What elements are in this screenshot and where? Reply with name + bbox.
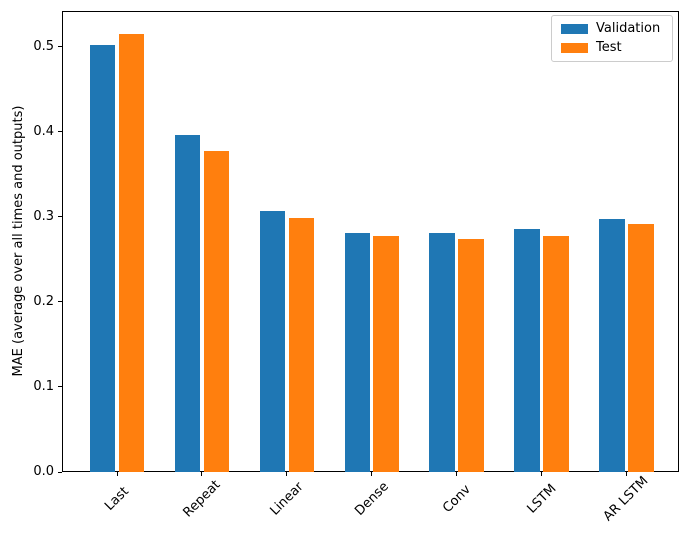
x-tick-mark xyxy=(201,472,203,476)
y-tick-label-0-1: 0.1 xyxy=(33,378,54,394)
x-tick-mark xyxy=(286,472,288,476)
bar-test-linear xyxy=(288,217,314,472)
bar-test-dense xyxy=(373,236,399,472)
x-tick-mark xyxy=(371,472,373,476)
x-tick-mark xyxy=(456,472,458,476)
legend-swatch-test xyxy=(561,42,588,53)
x-tick-label-linear: Linear xyxy=(267,479,307,519)
bar-validation-conv xyxy=(429,233,455,472)
bar-validation-dense xyxy=(344,233,370,472)
legend: Validation Test xyxy=(551,15,673,62)
x-tick-label-lstm: LSTM xyxy=(523,481,560,517)
x-tick-mark xyxy=(625,472,627,476)
x-tick-label-conv: Conv xyxy=(439,482,474,516)
y-tick-label-0-2: 0.2 xyxy=(33,293,54,309)
x-tick-label-last: Last xyxy=(102,484,132,514)
bar-validation-ar-lstm xyxy=(599,218,625,472)
y-tick-label-0-4: 0.4 xyxy=(33,123,54,139)
y-tick-mark xyxy=(58,46,62,48)
x-tick-label-ar-lstm: AR LSTM xyxy=(601,473,652,525)
y-tick-mark xyxy=(58,471,62,473)
bar-validation-linear xyxy=(259,210,286,472)
x-tick-label-dense: Dense xyxy=(351,479,392,519)
legend-label-test: Test xyxy=(596,39,622,55)
y-axis-label: MAE (average over all times and outputs) xyxy=(11,105,26,377)
x-tick-mark xyxy=(116,472,118,476)
bar-test-ar-lstm xyxy=(628,223,654,472)
y-tick-label-0-0: 0.0 xyxy=(33,464,54,479)
x-tick-mark xyxy=(541,472,542,476)
y-tick-mark xyxy=(58,386,62,388)
bar-test-last xyxy=(118,34,145,472)
bar-test-repeat xyxy=(203,150,230,472)
y-tick-mark xyxy=(58,131,62,133)
legend-item-test: Test xyxy=(561,40,665,56)
y-tick-mark xyxy=(58,216,62,218)
y-tick-label-0-3: 0.3 xyxy=(33,208,54,224)
bar-validation-last xyxy=(89,45,116,472)
y-tick-mark xyxy=(58,301,62,303)
bar-test-conv xyxy=(458,238,484,472)
plot-area xyxy=(62,11,679,472)
bar-validation-repeat xyxy=(174,135,201,472)
bar-validation-lstm xyxy=(514,228,540,472)
legend-label-validation: Validation xyxy=(596,21,661,37)
x-tick-label-repeat: Repeat xyxy=(180,477,224,521)
bar-test-lstm xyxy=(543,236,569,472)
legend-item-validation: Validation xyxy=(561,21,665,37)
legend-swatch-validation xyxy=(561,24,588,35)
y-tick-label-0-5: 0.5 xyxy=(33,38,54,54)
